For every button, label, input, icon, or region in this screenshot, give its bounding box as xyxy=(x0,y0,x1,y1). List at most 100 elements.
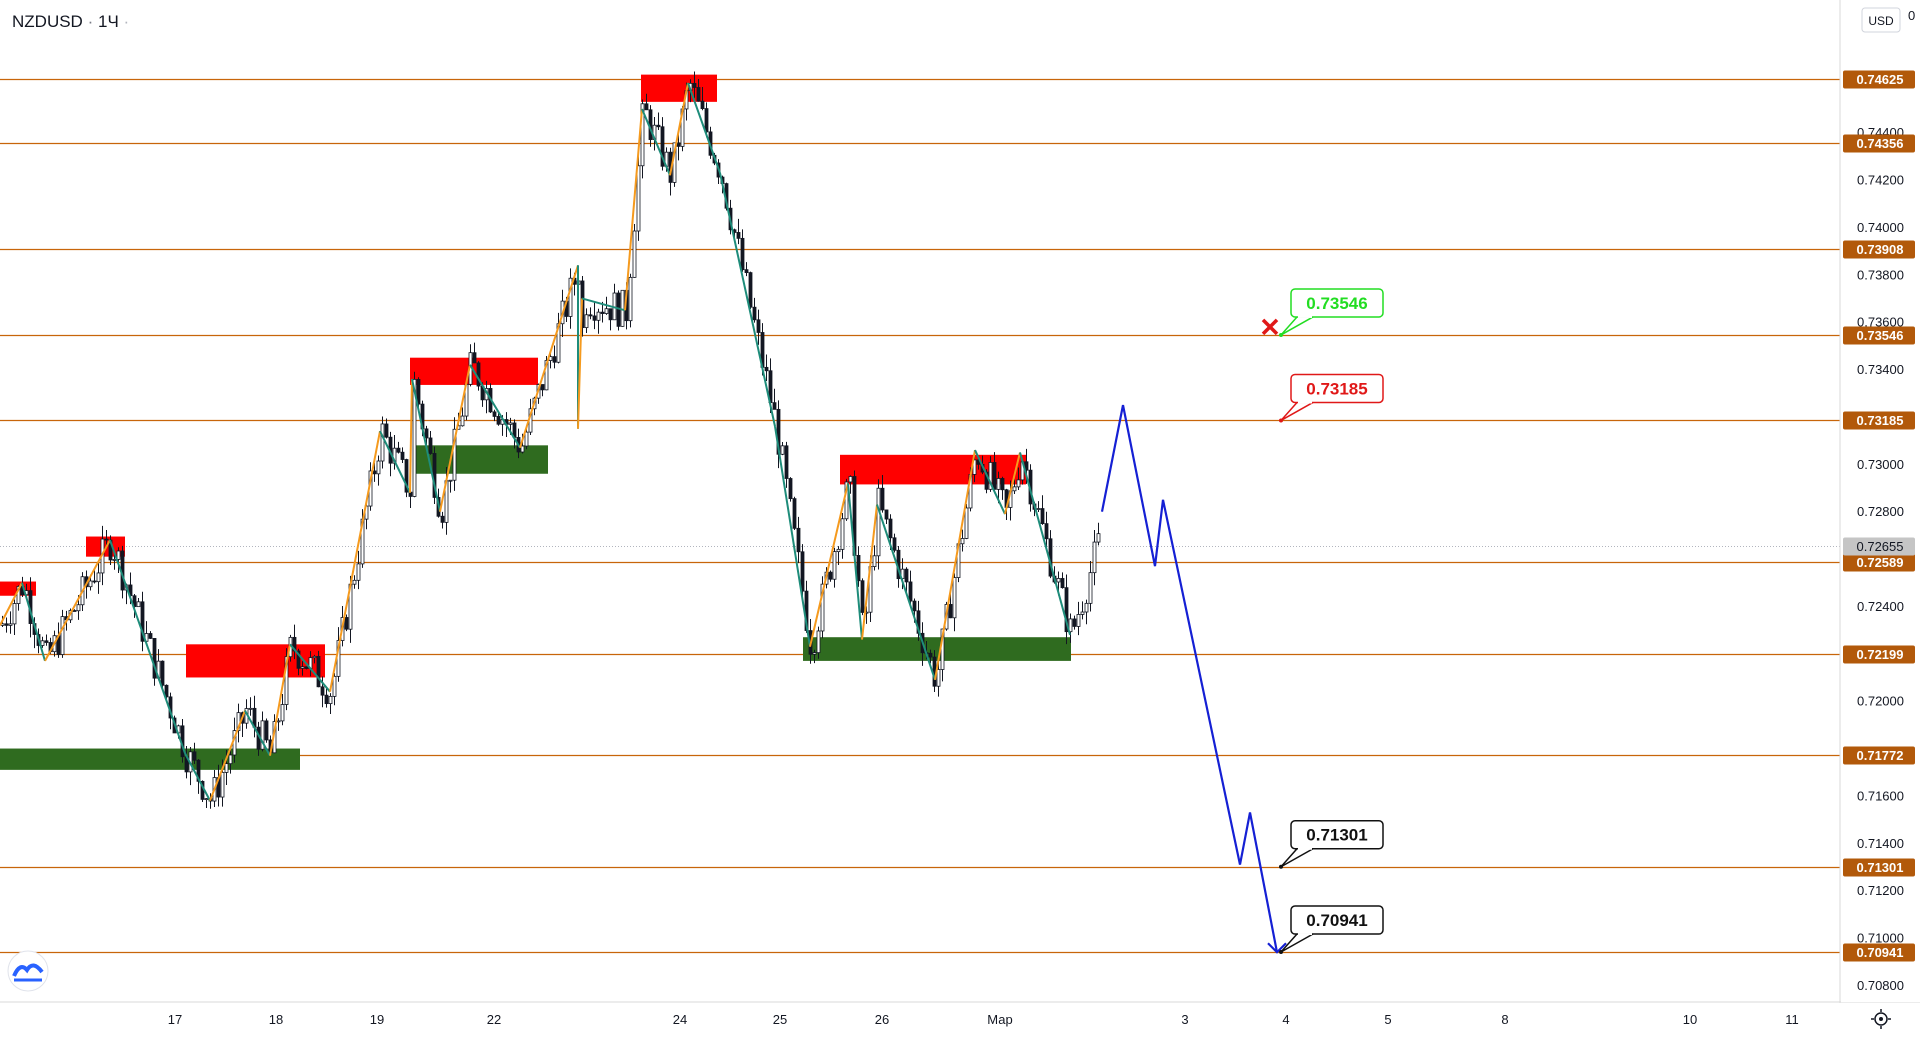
candle xyxy=(60,616,65,655)
time-tick-10: 5 xyxy=(1384,1012,1391,1027)
time-tick-1: 18 xyxy=(269,1012,283,1027)
candle xyxy=(276,720,281,723)
level-label-bg-8 xyxy=(1843,858,1915,877)
candle xyxy=(676,142,681,147)
symbol-label[interactable]: NZDUSD · 1Ч · xyxy=(12,12,129,31)
zigzag-segment-6 xyxy=(244,710,271,757)
zigzag-segment-12 xyxy=(411,378,441,512)
candle xyxy=(608,308,613,321)
tradingview-logo-icon[interactable] xyxy=(7,950,49,992)
price-callout-1[interactable]: 0.73185 xyxy=(1279,373,1384,423)
level-label-8: 0.71301 xyxy=(1857,860,1904,875)
candle xyxy=(660,126,665,167)
callouts[interactable]: 0.73546 0.73185 0.71301 0.70941 xyxy=(1261,288,1384,955)
candle xyxy=(1016,479,1021,488)
candle xyxy=(324,694,329,705)
zigzag-segment-31 xyxy=(1004,452,1021,515)
candle xyxy=(596,311,601,321)
time-tick-5: 25 xyxy=(773,1012,787,1027)
time-axis[interactable] xyxy=(0,1003,1920,1036)
candle xyxy=(780,445,785,455)
gear-icon[interactable] xyxy=(1871,1009,1891,1029)
candle xyxy=(848,476,853,483)
candle xyxy=(820,583,825,632)
price-tick-1: 0.74200 xyxy=(1857,173,1904,188)
candle xyxy=(248,707,253,710)
candle xyxy=(636,165,641,232)
time-tick-3: 22 xyxy=(487,1012,501,1027)
candle xyxy=(984,471,989,490)
candle xyxy=(604,308,609,314)
candle xyxy=(460,415,465,427)
candle xyxy=(1092,541,1097,574)
candle xyxy=(304,666,309,669)
candle xyxy=(936,669,941,687)
candle xyxy=(640,103,645,167)
level-label-4: 0.73185 xyxy=(1857,413,1904,428)
candle xyxy=(44,640,49,643)
candle xyxy=(784,445,789,479)
candle xyxy=(904,568,909,583)
candle xyxy=(384,423,389,438)
candle xyxy=(116,550,121,560)
candle xyxy=(88,580,93,588)
candle xyxy=(224,763,229,773)
price-callout-0[interactable]: 0.73546 xyxy=(1279,288,1384,337)
zigzag xyxy=(0,82,1071,802)
candle xyxy=(832,551,837,580)
candle xyxy=(764,366,769,372)
candle xyxy=(152,638,157,679)
candle xyxy=(692,82,697,88)
candle xyxy=(160,660,165,686)
callout-label: 0.71301 xyxy=(1306,826,1367,845)
price-callout-2[interactable]: 0.71301 xyxy=(1279,819,1384,869)
candle xyxy=(472,352,477,364)
callout-box xyxy=(1290,905,1384,935)
candle xyxy=(860,580,865,613)
price-tick-13: 0.71000 xyxy=(1857,931,1904,946)
candle xyxy=(524,431,529,447)
price-callout-3[interactable]: 0.70941 xyxy=(1279,905,1384,955)
price-tick-4: 0.73600 xyxy=(1857,315,1904,330)
demand-zone-2 xyxy=(0,748,300,770)
candle xyxy=(376,460,381,475)
level-label-bg-1 xyxy=(1843,134,1915,153)
candle xyxy=(96,572,101,583)
level-label-bg-2 xyxy=(1843,240,1915,259)
candle xyxy=(736,232,741,239)
zigzag-segment-13 xyxy=(439,364,471,512)
zigzag-segment-23 xyxy=(719,172,776,427)
callout-anchor xyxy=(1279,332,1283,337)
candle xyxy=(1064,587,1069,633)
level-label-9: 0.70941 xyxy=(1857,945,1904,960)
candle xyxy=(988,462,993,490)
candle xyxy=(328,695,333,705)
price-axis[interactable] xyxy=(1841,0,1920,1002)
supply-zone-6 xyxy=(641,74,717,102)
demand-zone-8 xyxy=(803,637,1071,661)
candle xyxy=(492,411,497,417)
candle xyxy=(744,269,749,273)
candle xyxy=(540,384,545,391)
candle xyxy=(164,684,169,698)
zigzag-segment-29 xyxy=(934,449,976,681)
supply-zone-3 xyxy=(186,644,325,678)
candle xyxy=(424,428,429,439)
candle xyxy=(592,315,597,321)
candle xyxy=(72,610,77,612)
zigzag-segment-21 xyxy=(669,82,689,176)
price-ticks: 0.744000.742000.740000.738000.736000.734… xyxy=(1857,125,1904,993)
zigzag-segment-19 xyxy=(624,108,643,311)
candle xyxy=(916,610,921,634)
zigzag-segment-1 xyxy=(21,582,46,662)
candle xyxy=(112,559,117,561)
price-tick-2: 0.74000 xyxy=(1857,220,1904,235)
candle xyxy=(300,666,305,669)
level-label-bg-0 xyxy=(1843,70,1915,89)
plot-area[interactable] xyxy=(0,0,1840,1036)
zigzag-segment-7 xyxy=(269,644,291,756)
currency-box[interactable] xyxy=(1861,7,1901,33)
candle xyxy=(1088,572,1093,604)
